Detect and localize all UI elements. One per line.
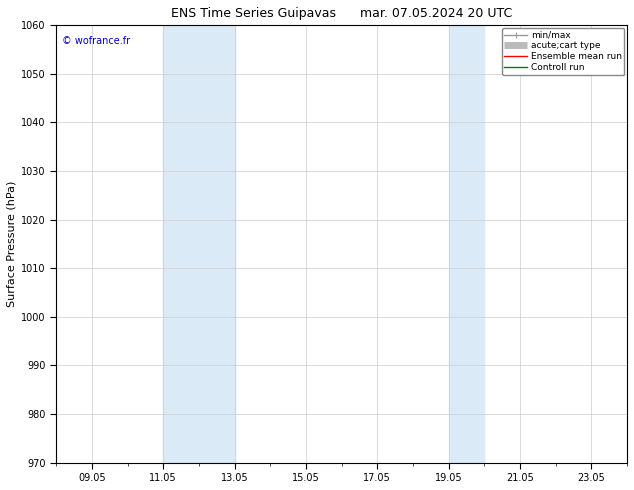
Y-axis label: Surface Pressure (hPa): Surface Pressure (hPa) bbox=[7, 181, 17, 307]
Legend: min/max, acute;cart type, Ensemble mean run, Controll run: min/max, acute;cart type, Ensemble mean … bbox=[501, 28, 624, 75]
Title: ENS Time Series Guipavas      mar. 07.05.2024 20 UTC: ENS Time Series Guipavas mar. 07.05.2024… bbox=[171, 7, 512, 20]
Bar bbox=[163, 25, 235, 463]
Text: © wofrance.fr: © wofrance.fr bbox=[62, 36, 130, 46]
Bar bbox=[449, 25, 484, 463]
